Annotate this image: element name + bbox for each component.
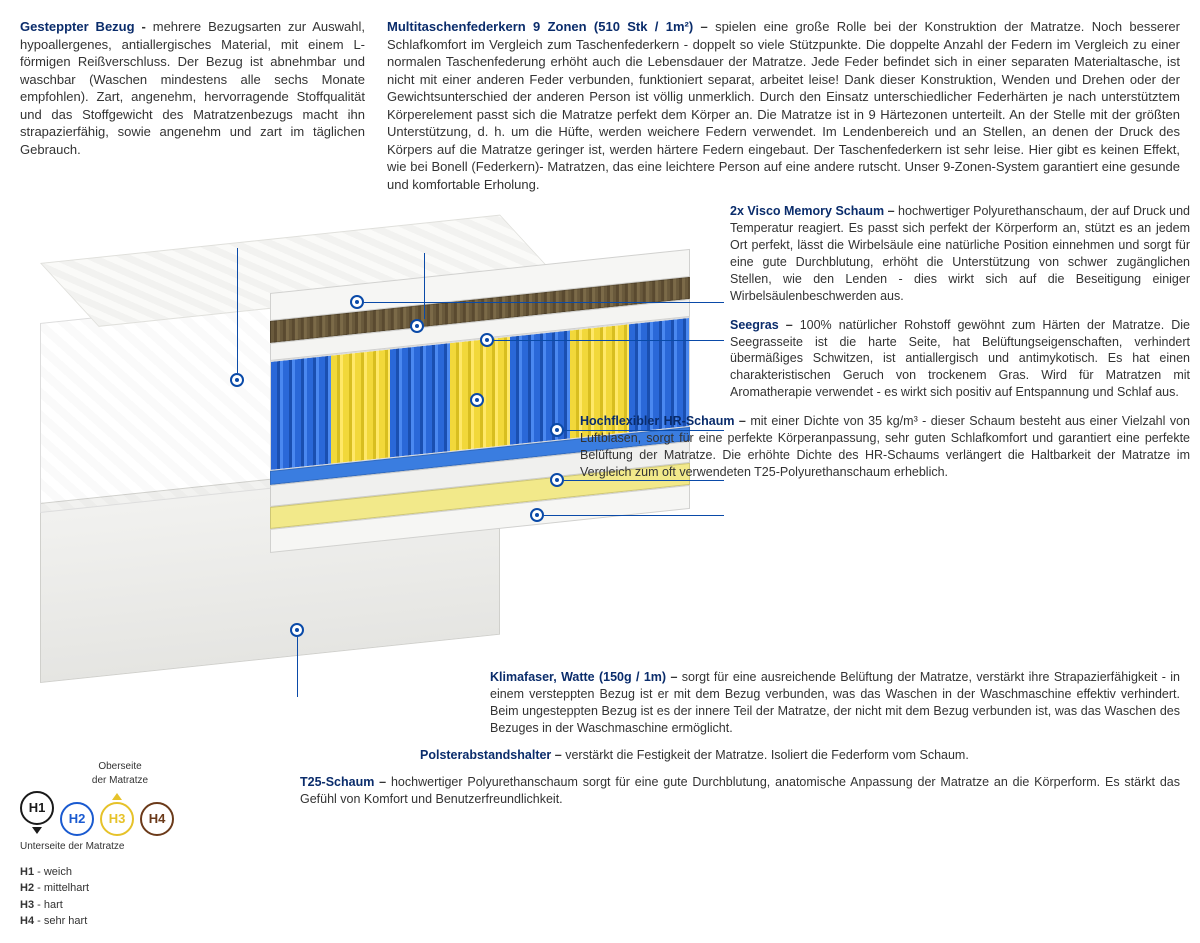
callout-marker-icon (350, 295, 364, 309)
cover-description: Gesteppter Bezug - mehrere Bezugsarten z… (20, 18, 365, 193)
leader-line (364, 302, 724, 303)
callout-marker-icon (470, 393, 484, 407)
callout-marker-icon (410, 319, 424, 333)
legend-circles: H1 H2 H3 H4 (20, 791, 260, 836)
layer-title: Polsterabstandshalter (420, 748, 551, 762)
layer-text: verstärkt die Festigkeit der Matratze. I… (565, 748, 969, 762)
leader-line (494, 340, 724, 341)
leader-line (424, 253, 425, 319)
callout-marker-icon (230, 373, 244, 387)
cover-title: Gesteppter Bezug (20, 19, 135, 34)
layer-text: hochwertiger Polyurethanschaum sorgt für… (300, 775, 1180, 806)
leader-line (297, 637, 298, 697)
layer-text: 100% natürlicher Rohstoff gewöhnt zum Hä… (730, 318, 1190, 400)
spring-zone (331, 350, 391, 464)
leader-line (237, 248, 238, 373)
layer-polsterabstandshalter: Polsterabstandshalter – verstärkt die Fe… (420, 747, 1180, 764)
legend-list: H1 - weich H2 - mittelhart H3 - hart H4 … (20, 864, 260, 930)
layer-title: Hochflexibler HR-Schaum (580, 414, 734, 428)
diagram-area: 2x Visco Memory Schaum – hochwertiger Po… (20, 203, 1180, 663)
callout-marker-icon (550, 423, 564, 437)
spring-zone (271, 356, 331, 470)
arrow-up-icon (112, 793, 122, 800)
layer-hr: Hochflexibler HR-Schaum – mit einer Dich… (580, 413, 1190, 481)
springcore-title: Multitaschenfederkern 9 Zonen (510 Stk /… (387, 19, 693, 34)
legend-circle-h3: H3 (100, 802, 134, 836)
layer-klimafaser: Klimafaser, Watte (150g / 1m) – sorgt fü… (490, 669, 1180, 737)
legend-item: H2 - mittelhart (20, 880, 260, 897)
leader-line (544, 515, 724, 516)
callout-marker-icon (550, 473, 564, 487)
layer-t25: T25-Schaum – hochwertiger Polyurethansch… (300, 774, 1180, 808)
layer-title: 2x Visco Memory Schaum (730, 204, 884, 218)
layer-descriptions-right: 2x Visco Memory Schaum – hochwertiger Po… (730, 203, 1190, 492)
callout-marker-icon (480, 333, 494, 347)
callout-marker-icon (290, 623, 304, 637)
layer-seegras: Seegras – 100% natürlicher Rohstoff gewö… (730, 317, 1190, 401)
layer-visco: 2x Visco Memory Schaum – hochwertiger Po… (730, 203, 1190, 304)
legend-circle-h4: H4 (140, 802, 174, 836)
top-section: Gesteppter Bezug - mehrere Bezugsarten z… (20, 18, 1180, 193)
springcore-description: Multitaschenfederkern 9 Zonen (510 Stk /… (387, 18, 1180, 193)
layer-title: Klimafaser, Watte (150g / 1m) (490, 670, 666, 684)
legend-item: H4 - sehr hart (20, 913, 260, 930)
legend-circle-h1: H1 (20, 791, 54, 825)
hardness-legend: Oberseite der Matratze H1 H2 H3 H4 Unter… (20, 760, 260, 930)
cover-text: mehrere Bezugsarten zur Auswahl, hypoall… (20, 19, 365, 157)
arrow-down-icon (32, 827, 42, 834)
springcore-text: spielen eine große Rolle bei der Konstru… (387, 19, 1180, 192)
spring-zone (390, 344, 450, 458)
legend-bottom-label: Unterseite der Matratze (20, 840, 260, 854)
legend-item: H1 - weich (20, 864, 260, 881)
legend-circle-h2: H2 (60, 802, 94, 836)
legend-top-label: Oberseite der Matratze (90, 760, 150, 787)
layer-text: hochwertiger Polyurethanschaum, der auf … (730, 204, 1190, 302)
layer-title: T25-Schaum (300, 775, 374, 789)
callout-marker-icon (530, 508, 544, 522)
layer-title: Seegras (730, 318, 779, 332)
leader-line (564, 480, 724, 481)
legend-item: H3 - hart (20, 897, 260, 914)
